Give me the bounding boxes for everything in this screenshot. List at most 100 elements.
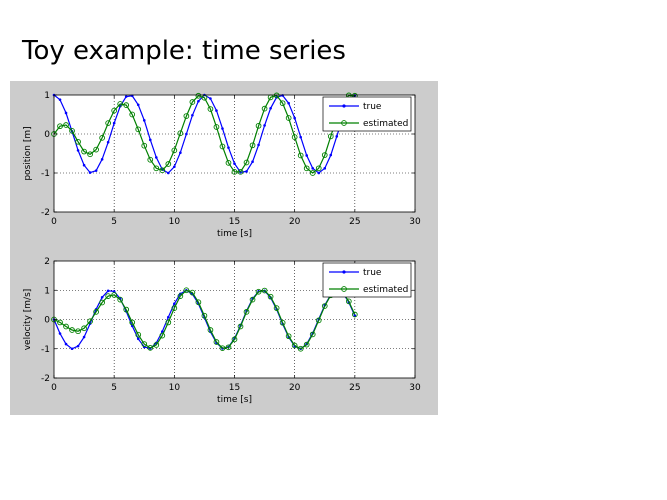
data-point-estimated	[141, 142, 148, 149]
legend-label-true: true	[363, 102, 382, 112]
data-point-true	[70, 347, 74, 351]
slide-title: Toy example: time series	[22, 36, 346, 66]
data-point-estimated	[279, 100, 286, 107]
y-tick-label: 0	[44, 130, 50, 140]
y-tick-label: 2	[44, 257, 50, 267]
data-point-true	[173, 165, 176, 169]
data-point-estimated	[273, 305, 280, 311]
data-point-true	[64, 342, 68, 346]
y-tick-label: -2	[41, 208, 50, 218]
data-point-estimated	[249, 296, 256, 303]
x-tick-label: 30	[409, 217, 421, 227]
data-point-estimated	[99, 135, 105, 141]
legend-box	[322, 96, 412, 132]
legend-label-estimated: estimated	[363, 285, 408, 295]
data-point-true	[76, 344, 80, 348]
data-point-estimated	[117, 101, 124, 107]
data-point-estimated	[297, 152, 304, 159]
x-tick-label: 25	[349, 383, 360, 393]
data-point-true	[317, 171, 321, 175]
data-point-estimated	[345, 298, 352, 305]
data-point-estimated	[69, 128, 75, 134]
data-point-estimated	[351, 311, 358, 318]
y-axis-label: velocity [m/s]	[23, 289, 33, 351]
x-tick-label: 5	[111, 217, 117, 227]
data-point-estimated	[261, 105, 268, 112]
data-point-true	[106, 140, 110, 144]
data-point-estimated	[243, 309, 250, 315]
data-point-estimated	[225, 344, 232, 351]
data-point-true	[58, 332, 62, 335]
data-point-estimated	[303, 341, 310, 348]
data-point-estimated	[111, 107, 118, 114]
data-point-estimated	[123, 306, 130, 313]
data-point-estimated	[63, 323, 69, 330]
data-point-true	[82, 335, 86, 339]
data-point-estimated	[63, 122, 69, 128]
data-point-estimated	[315, 317, 322, 324]
data-point-estimated	[195, 299, 202, 306]
data-point-estimated	[213, 124, 220, 130]
series-line-estimated	[53, 94, 355, 174]
data-point-estimated	[81, 148, 87, 155]
data-point-estimated	[165, 161, 172, 167]
legend-label-true: true	[363, 268, 382, 278]
data-point-true	[154, 156, 158, 159]
data-point-estimated	[315, 165, 322, 172]
data-point-estimated	[171, 147, 178, 154]
data-point-estimated	[105, 120, 112, 126]
data-point-true	[197, 99, 200, 103]
data-point-true	[293, 116, 296, 120]
data-point-estimated	[183, 113, 190, 119]
data-point-estimated	[219, 143, 226, 150]
x-tick-label: 20	[289, 217, 301, 227]
data-point-estimated	[165, 319, 172, 326]
data-point-true	[329, 153, 333, 157]
x-tick-label: 0	[51, 383, 57, 393]
data-point-true	[353, 314, 357, 317]
data-point-estimated	[117, 296, 124, 303]
data-point-true	[215, 109, 218, 112]
y-tick-label: -1	[41, 345, 50, 355]
data-point-true	[64, 111, 68, 115]
data-point-true	[76, 149, 80, 152]
data-point-estimated	[87, 318, 93, 325]
data-point-true	[263, 124, 266, 127]
data-point-estimated	[225, 160, 232, 166]
data-point-true	[100, 158, 104, 161]
data-point-estimated	[75, 138, 81, 145]
data-point-true	[124, 95, 128, 98]
data-point-estimated	[177, 293, 184, 299]
data-point-true	[257, 143, 260, 147]
legend: true estimated	[322, 262, 412, 298]
data-point-estimated	[285, 333, 292, 340]
data-point-true	[299, 135, 302, 139]
data-point-estimated	[303, 165, 310, 172]
data-point-estimated	[261, 287, 268, 294]
x-axis-label: time [s]	[217, 395, 252, 405]
data-point-estimated	[291, 134, 298, 140]
data-point-estimated	[231, 168, 238, 175]
data-point-estimated	[279, 319, 286, 326]
y-tick-label: -1	[41, 169, 50, 179]
data-point-estimated	[291, 342, 298, 349]
data-point-estimated	[201, 312, 208, 319]
legend-box	[322, 262, 412, 298]
data-point-estimated	[147, 156, 154, 163]
data-point-estimated	[327, 133, 334, 140]
data-point-true	[136, 337, 140, 341]
data-point-estimated	[93, 146, 99, 153]
data-point-true	[148, 138, 152, 142]
data-point-estimated	[267, 293, 274, 300]
x-tick-label: 20	[289, 383, 301, 393]
data-point-true	[191, 113, 194, 117]
data-point-true	[287, 101, 290, 105]
data-point-true	[112, 121, 116, 125]
data-point-estimated	[81, 325, 87, 332]
data-point-estimated	[57, 123, 63, 130]
data-point-true	[106, 289, 110, 293]
x-tick-label: 15	[229, 217, 240, 227]
data-point-estimated	[255, 288, 262, 295]
data-point-true	[269, 106, 272, 110]
